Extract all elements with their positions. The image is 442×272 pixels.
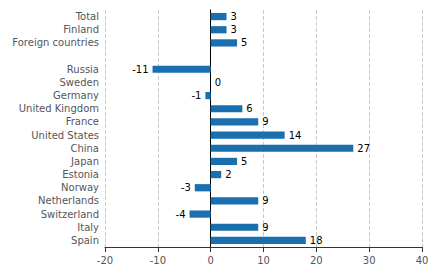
svg-text:Estonia: Estonia bbox=[62, 169, 99, 180]
svg-text:6: 6 bbox=[246, 103, 252, 114]
svg-text:Japan: Japan bbox=[70, 156, 99, 167]
svg-text:Finland: Finland bbox=[63, 24, 99, 35]
svg-text:China: China bbox=[70, 143, 99, 154]
svg-text:9: 9 bbox=[262, 116, 268, 127]
svg-text:United States: United States bbox=[31, 130, 99, 141]
svg-text:Sweden: Sweden bbox=[59, 77, 99, 88]
svg-text:30: 30 bbox=[363, 255, 376, 266]
svg-text:Italy: Italy bbox=[77, 222, 99, 233]
svg-text:9: 9 bbox=[262, 222, 268, 233]
svg-text:Foreign countries: Foreign countries bbox=[12, 37, 99, 48]
svg-text:Spain: Spain bbox=[71, 235, 99, 246]
svg-text:18: 18 bbox=[310, 235, 323, 246]
svg-text:Norway: Norway bbox=[61, 182, 99, 193]
svg-text:20: 20 bbox=[310, 255, 323, 266]
svg-text:0: 0 bbox=[215, 77, 221, 88]
svg-text:Germany: Germany bbox=[53, 90, 99, 101]
svg-text:Netherlands: Netherlands bbox=[38, 195, 99, 206]
svg-text:5: 5 bbox=[241, 37, 247, 48]
svg-text:-10: -10 bbox=[150, 255, 166, 266]
svg-text:10: 10 bbox=[257, 255, 270, 266]
svg-text:3: 3 bbox=[231, 24, 237, 35]
svg-text:0: 0 bbox=[207, 255, 213, 266]
svg-text:France: France bbox=[66, 116, 99, 127]
svg-text:Total: Total bbox=[75, 11, 99, 22]
svg-text:Switzerland: Switzerland bbox=[41, 209, 99, 220]
svg-text:14: 14 bbox=[289, 130, 302, 141]
svg-text:27: 27 bbox=[357, 143, 370, 154]
svg-text:40: 40 bbox=[416, 255, 429, 266]
svg-text:Russia: Russia bbox=[67, 64, 99, 75]
svg-text:2: 2 bbox=[225, 169, 231, 180]
svg-text:-11: -11 bbox=[132, 64, 148, 75]
svg-text:-20: -20 bbox=[97, 255, 113, 266]
svg-text:-3: -3 bbox=[181, 182, 191, 193]
svg-text:-4: -4 bbox=[176, 209, 186, 220]
svg-text:-1: -1 bbox=[191, 90, 201, 101]
svg-text:5: 5 bbox=[241, 156, 247, 167]
svg-text:3: 3 bbox=[231, 11, 237, 22]
svg-text:9: 9 bbox=[262, 195, 268, 206]
svg-text:United Kingdom: United Kingdom bbox=[19, 103, 99, 114]
